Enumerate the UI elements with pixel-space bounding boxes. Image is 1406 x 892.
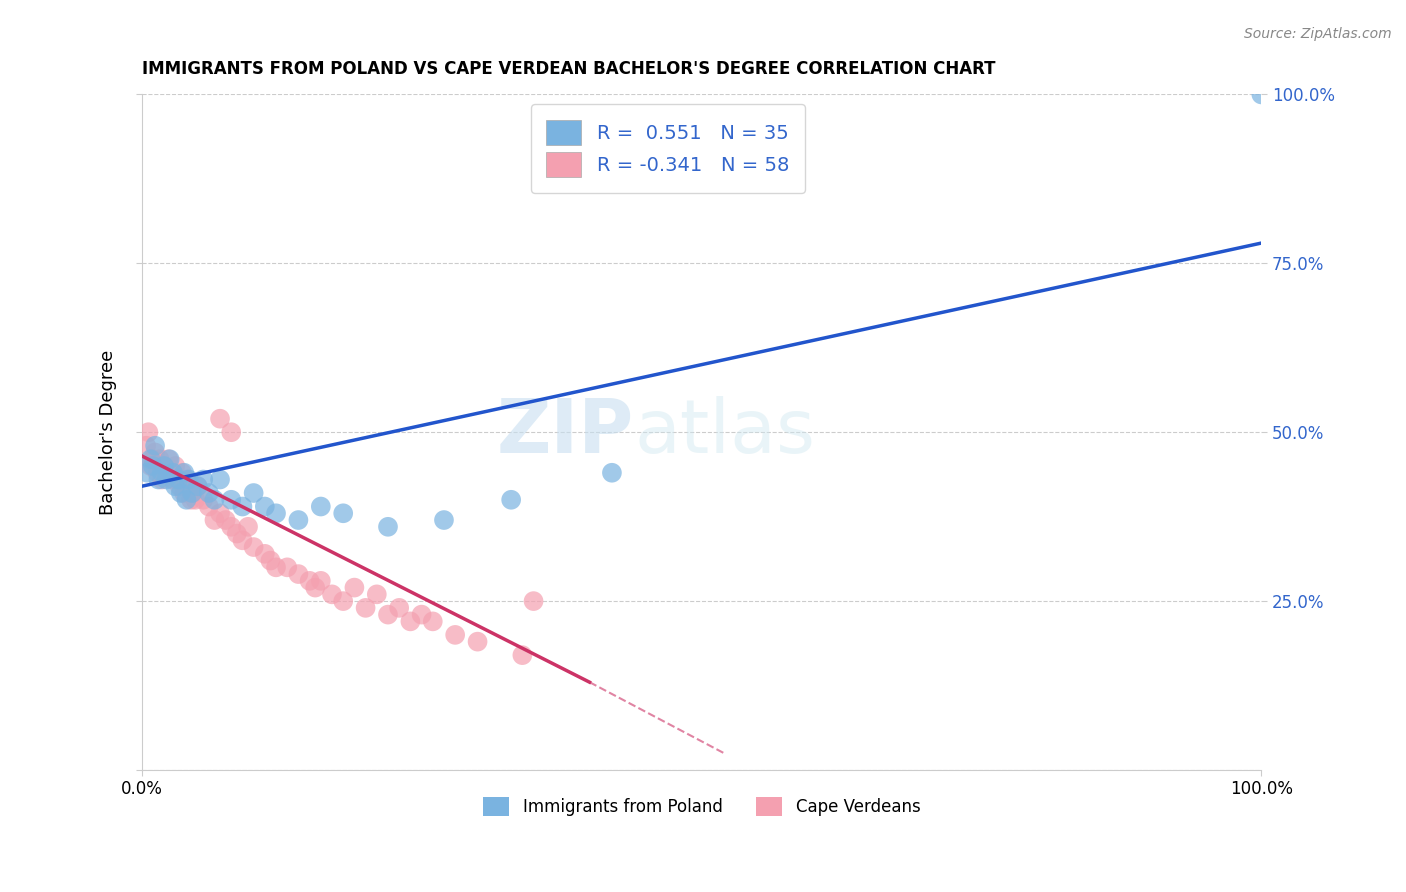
- Point: [1250, 87, 1272, 102]
- Point: [411, 607, 433, 622]
- Point: [219, 492, 242, 507]
- Point: [332, 506, 354, 520]
- Point: [165, 479, 187, 493]
- Point: [253, 547, 276, 561]
- Point: [209, 473, 232, 487]
- Point: [166, 473, 188, 487]
- Point: [180, 492, 202, 507]
- Point: [231, 500, 253, 514]
- Point: [467, 634, 489, 648]
- Point: [187, 479, 209, 493]
- Point: [193, 473, 215, 487]
- Point: [181, 486, 204, 500]
- Point: [148, 452, 170, 467]
- Point: [343, 581, 366, 595]
- Point: [153, 458, 176, 473]
- Point: [242, 540, 264, 554]
- Point: [173, 466, 195, 480]
- Point: [512, 648, 534, 662]
- Point: [433, 513, 456, 527]
- Point: [155, 466, 177, 480]
- Point: [177, 479, 200, 493]
- Point: [143, 445, 166, 459]
- Point: [142, 452, 165, 467]
- Point: [366, 587, 388, 601]
- Point: [522, 594, 544, 608]
- Point: [309, 500, 332, 514]
- Point: [148, 473, 170, 487]
- Point: [287, 567, 309, 582]
- Point: [155, 473, 177, 487]
- Point: [259, 553, 281, 567]
- Point: [142, 458, 165, 473]
- Point: [162, 466, 184, 480]
- Point: [422, 615, 444, 629]
- Point: [388, 600, 411, 615]
- Point: [170, 486, 193, 500]
- Point: [399, 615, 422, 629]
- Point: [264, 560, 287, 574]
- Point: [170, 466, 193, 480]
- Point: [377, 607, 399, 622]
- Point: [225, 526, 247, 541]
- Point: [135, 439, 157, 453]
- Point: [138, 425, 160, 440]
- Point: [181, 486, 204, 500]
- Point: [236, 520, 259, 534]
- Point: [146, 466, 169, 480]
- Point: [242, 486, 264, 500]
- Point: [209, 411, 232, 425]
- Point: [184, 492, 207, 507]
- Point: [204, 513, 226, 527]
- Point: [219, 425, 242, 440]
- Text: IMMIGRANTS FROM POLAND VS CAPE VERDEAN BACHELOR'S DEGREE CORRELATION CHART: IMMIGRANTS FROM POLAND VS CAPE VERDEAN B…: [142, 60, 995, 78]
- Point: [176, 473, 198, 487]
- Text: atlas: atlas: [634, 396, 815, 468]
- Point: [321, 587, 343, 601]
- Point: [304, 581, 326, 595]
- Point: [231, 533, 253, 548]
- Point: [139, 458, 162, 473]
- Point: [136, 466, 159, 480]
- Point: [162, 473, 184, 487]
- Point: [153, 458, 176, 473]
- Point: [165, 458, 187, 473]
- Point: [177, 473, 200, 487]
- Point: [309, 574, 332, 588]
- Point: [276, 560, 298, 574]
- Point: [173, 486, 195, 500]
- Point: [264, 506, 287, 520]
- Point: [354, 600, 377, 615]
- Point: [219, 520, 242, 534]
- Point: [139, 452, 162, 467]
- Point: [159, 452, 181, 467]
- Point: [143, 439, 166, 453]
- Point: [253, 500, 276, 514]
- Point: [169, 479, 191, 493]
- Legend: Immigrants from Poland, Cape Verdeans: Immigrants from Poland, Cape Verdeans: [475, 790, 927, 822]
- Point: [377, 520, 399, 534]
- Point: [167, 473, 190, 487]
- Point: [157, 452, 180, 467]
- Point: [198, 500, 221, 514]
- Point: [159, 466, 181, 480]
- Point: [444, 628, 467, 642]
- Point: [214, 513, 236, 527]
- Text: ZIP: ZIP: [498, 396, 634, 468]
- Point: [209, 506, 232, 520]
- Point: [501, 492, 523, 507]
- Point: [198, 486, 221, 500]
- Y-axis label: Bachelor's Degree: Bachelor's Degree: [100, 350, 117, 515]
- Text: Source: ZipAtlas.com: Source: ZipAtlas.com: [1244, 27, 1392, 41]
- Point: [150, 473, 173, 487]
- Point: [287, 513, 309, 527]
- Point: [600, 466, 623, 480]
- Point: [298, 574, 321, 588]
- Point: [150, 466, 173, 480]
- Point: [176, 492, 198, 507]
- Point: [193, 492, 215, 507]
- Point: [187, 479, 209, 493]
- Point: [204, 492, 226, 507]
- Point: [332, 594, 354, 608]
